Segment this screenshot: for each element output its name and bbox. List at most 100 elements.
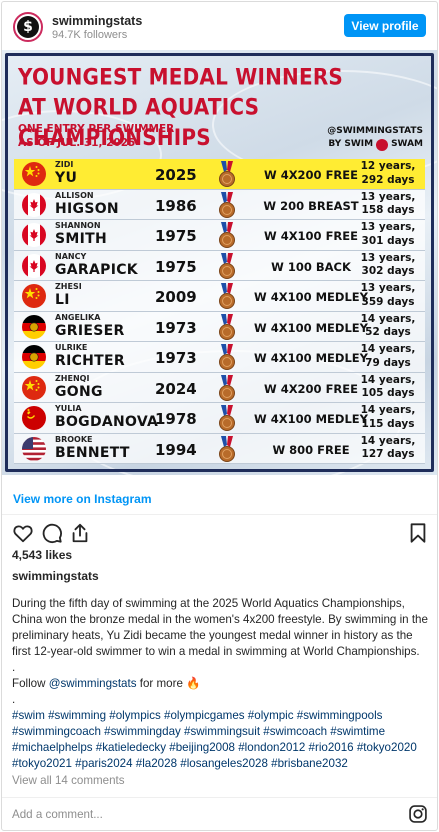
view-more-link[interactable]: View more on Instagram xyxy=(13,492,152,506)
share-icon[interactable] xyxy=(69,522,91,544)
view-profile-button[interactable]: View profile xyxy=(344,14,426,37)
medal-row: NANCY GARAPICK 1975 W 100 BACK 13 years, 302 … xyxy=(14,250,425,281)
medal-row: BROOKE BENNETT 1994 W 800 FREE 14 years, 127 … xyxy=(14,433,425,464)
event-name: W 4X100 MEDLEY xyxy=(254,290,368,304)
age-years: 14 years, xyxy=(360,404,416,416)
post-caption: During the fifth day of swimming at the … xyxy=(12,596,429,772)
east-germany-flag-icon xyxy=(22,345,46,369)
action-bar xyxy=(12,522,427,544)
age-days: 302 days xyxy=(361,265,415,277)
medal-row: SHANNON SMITH 1975 W 4X100 FREE 13 years, 301… xyxy=(14,220,425,251)
subtitle-line-1: ONE ENTRY PER SWIMMER xyxy=(18,123,175,135)
bronze-medal-icon xyxy=(217,283,237,311)
medal-year: 1994 xyxy=(155,440,197,459)
age-years: 14 years, xyxy=(360,312,416,325)
caption-author[interactable]: swimmingstats xyxy=(12,569,99,583)
age-years: 14 years, xyxy=(360,373,416,386)
event-name: W 100 BACK xyxy=(271,259,351,274)
view-comments-link[interactable]: View all 14 comments xyxy=(12,774,125,787)
medal-row: ANGELIKA GRIESER 1973 W 4X100 MEDLEY 14 year… xyxy=(14,311,425,342)
event-name: W 4X100 MEDLEY xyxy=(254,351,368,365)
instagram-icon[interactable] xyxy=(408,804,428,824)
medal-row: ZHENQI GONG 2024 W 4X200 FREE 14 years, 105 d… xyxy=(14,372,425,403)
swimmer-first-name: ZHESI xyxy=(55,282,82,291)
brand-credit: @SWIMMINGSTATS BY SWIM SWAM xyxy=(327,125,423,151)
event-name: W 200 BREAST xyxy=(263,198,359,213)
bronze-medal-icon xyxy=(217,222,237,250)
post-image[interactable]: YOUNGEST MEDAL WINNERS AT WORLD AQUATICS… xyxy=(2,50,437,475)
swimmer-first-name: NANCY xyxy=(55,251,87,261)
event-name: W 800 FREE xyxy=(272,442,350,457)
china-flag-icon xyxy=(22,375,46,400)
ussr-flag-icon xyxy=(22,406,46,430)
swimmer-age: 13 years, 302 days xyxy=(360,252,416,279)
event-name: W 4X100 MEDLEY xyxy=(254,412,368,426)
age-years: 13 years, xyxy=(360,221,416,233)
medal-table: ZIDI YU 2025 W 4X200 FREE 12 years, 292 days A… xyxy=(14,159,425,464)
bronze-medal-icon xyxy=(217,252,237,281)
swimmer-first-name: ZHENQI xyxy=(55,373,90,383)
bronze-medal-icon xyxy=(217,161,237,189)
bronze-medal-icon xyxy=(217,374,237,403)
add-comment-link[interactable]: Add a comment... xyxy=(12,808,103,821)
swimmer-age: 14 years, 79 days xyxy=(360,343,416,370)
swimmer-first-name: ZIDI xyxy=(55,160,74,169)
image-frame xyxy=(5,53,434,472)
caption-dot: . xyxy=(12,661,16,674)
caption-follow-line: Follow @swimmingstats for more 🔥 xyxy=(12,676,429,692)
usa-flag-icon xyxy=(22,436,46,461)
swimmer-last-name: LI xyxy=(55,292,70,308)
age-days: 158 days xyxy=(361,204,415,216)
age-days: 79 days xyxy=(365,356,411,369)
age-days: 105 days xyxy=(361,387,415,399)
swimswam-logo-icon xyxy=(376,138,389,151)
medal-row: ZIDI YU 2025 W 4X200 FREE 12 years, 292 days xyxy=(14,159,425,190)
username[interactable]: swimmingstats xyxy=(52,14,143,28)
swimmer-last-name: YU xyxy=(55,170,78,186)
bronze-medal-icon xyxy=(217,435,237,464)
swimmer-last-name: RICHTER xyxy=(55,353,125,369)
age-years: 14 years, xyxy=(360,343,416,355)
brand-handle: @SWIMMINGSTATS xyxy=(327,126,423,136)
heart-icon[interactable] xyxy=(12,522,34,544)
swimmer-last-name: BENNETT xyxy=(55,444,130,461)
medal-row: ALLISON HIGSON 1986 W 200 BREAST 13 years, 15… xyxy=(14,189,425,220)
infographic-title: YOUNGEST MEDAL WINNERS AT WORLD AQUATICS… xyxy=(18,62,437,153)
title-line-2: AT WORLD AQUATICS CHAMPIONSHIPS xyxy=(18,93,260,151)
swimmer-last-name: HIGSON xyxy=(55,200,119,217)
divider xyxy=(2,797,437,798)
medal-year: 1975 xyxy=(155,257,197,276)
event-name: W 4X100 FREE xyxy=(264,229,358,243)
china-flag-icon xyxy=(22,284,46,308)
follow-prefix: Follow xyxy=(12,677,49,690)
medal-year: 2024 xyxy=(155,379,197,398)
like-count[interactable]: 4,543 likes xyxy=(12,548,73,562)
caption-text: During the fifth day of swimming at the … xyxy=(12,597,428,658)
brand-by-row: BY SWIM SWAM xyxy=(327,138,423,151)
medal-year: 1973 xyxy=(155,318,197,337)
swimmer-age: 14 years, 105 days xyxy=(360,374,416,401)
swimmer-last-name: SMITH xyxy=(55,231,107,247)
age-years: 14 years, xyxy=(360,434,416,447)
bronze-medal-icon xyxy=(217,344,237,372)
swimmer-first-name: YULIA xyxy=(55,404,82,413)
medal-year: 1978 xyxy=(155,410,197,428)
comment-icon[interactable] xyxy=(41,522,63,544)
canada-flag-icon xyxy=(22,253,46,278)
bookmark-icon[interactable] xyxy=(407,522,429,544)
swimmer-age: 12 years, 292 days xyxy=(360,160,416,187)
event-name: W 4X200 FREE xyxy=(264,381,358,396)
swimmer-last-name: BOGDANOVA xyxy=(55,414,159,430)
avatar-logo: $ xyxy=(17,16,39,38)
mention-link[interactable]: @swimmingstats xyxy=(48,677,137,690)
hashtag-list[interactable]: #swim #swimming #olympics #olympicgames … xyxy=(12,709,417,770)
title-line-1: YOUNGEST MEDAL WINNERS xyxy=(18,63,344,90)
follow-suffix: for more 🔥 xyxy=(136,677,201,690)
swimmer-first-name: ULRIKE xyxy=(55,343,88,352)
swimmer-age: 13 years, 359 days xyxy=(360,282,416,309)
avatar[interactable]: $ xyxy=(13,12,43,42)
age-years: 13 years, xyxy=(360,251,416,264)
swimmer-age: 14 years, 115 days xyxy=(360,404,416,431)
caption-dot: . xyxy=(12,693,16,706)
